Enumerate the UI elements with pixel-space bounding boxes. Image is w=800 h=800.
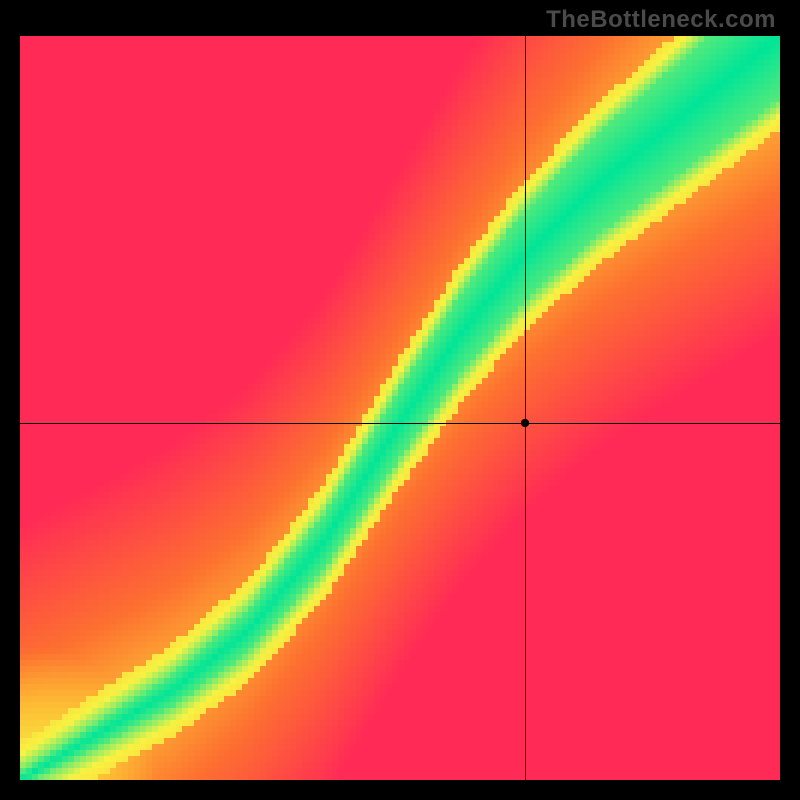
watermark-text: TheBottleneck.com: [546, 6, 776, 34]
crosshair-marker: [520, 418, 530, 428]
heatmap-canvas: [20, 36, 780, 780]
heatmap-plot: [20, 36, 780, 780]
crosshair-vertical: [525, 36, 526, 780]
crosshair-horizontal: [20, 423, 780, 424]
chart-container: TheBottleneck.com: [0, 0, 800, 800]
